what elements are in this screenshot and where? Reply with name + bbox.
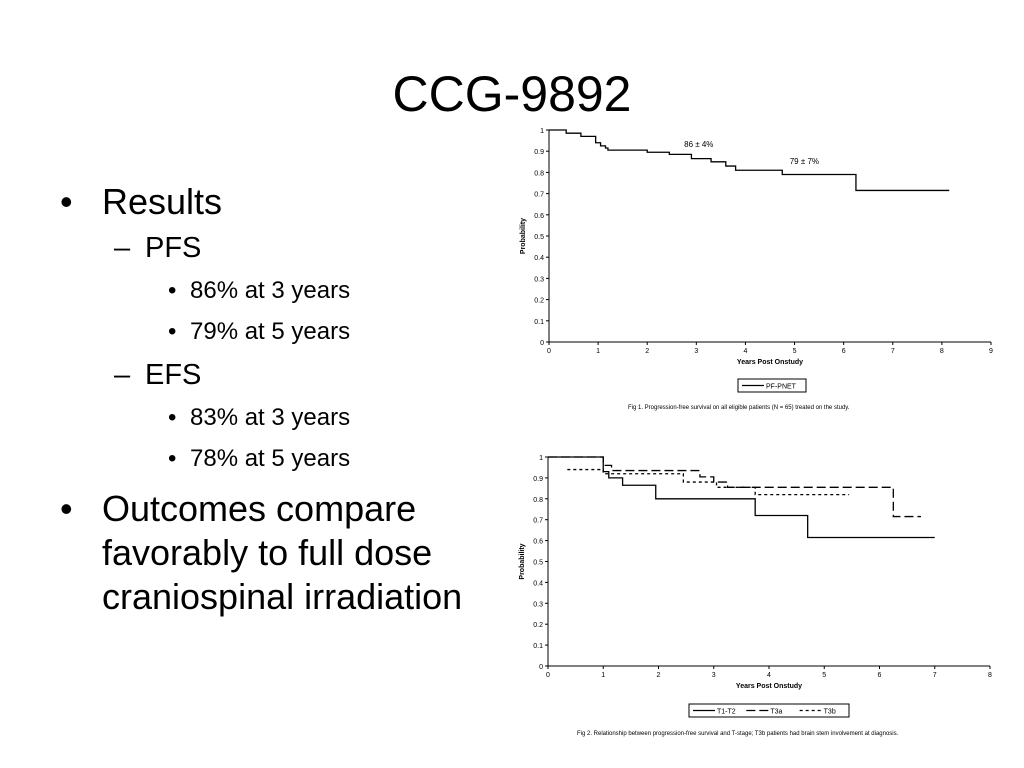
- x-tick-label: 2: [645, 348, 649, 355]
- series-line-pf-pnet: [549, 129, 950, 192]
- y-tick-label: 0.8: [534, 170, 544, 177]
- y-tick-label: 0.2: [533, 622, 543, 629]
- bullet-icon: •: [168, 404, 177, 431]
- figure-caption: Fig 2. Relationship between progression-…: [577, 731, 899, 737]
- outcome-line-1: Outcomes compare: [102, 488, 417, 529]
- legend-label: PF-PNET: [766, 384, 797, 391]
- figure-caption: Fig 1. Progression-free survival on all …: [628, 405, 850, 411]
- legend-box: [688, 703, 850, 718]
- detail-pfs-3-text: 86% at 3 years: [190, 277, 351, 304]
- y-tick-label: 0.1: [534, 319, 544, 326]
- y-tick-label: 0.1: [533, 643, 543, 650]
- legend-label: T3b: [824, 709, 836, 716]
- x-tick-label: 7: [933, 672, 937, 679]
- y-tick-label: 1: [540, 128, 544, 135]
- y-axis-label: Probability: [520, 218, 527, 254]
- x-tick-label: 5: [822, 672, 826, 679]
- detail-pfs-3: • 86% at 3 years: [60, 275, 510, 307]
- detail-efs-3-text: 83% at 3 years: [190, 404, 351, 431]
- annotation: 79 ± 7%: [790, 157, 819, 166]
- y-axis-label: Probability: [519, 543, 526, 579]
- chart-1: 0 0.1 0.2 0.3 0.4 0.5 0.6 0.7 0.8 0.9 1 0 1 2 3 4 5 6 7 8 9 Y…: [520, 128, 993, 411]
- x-tick-label: 3: [712, 672, 716, 679]
- subbullet-efs-text: EFS: [145, 359, 202, 391]
- slide-title: CCG-9892: [392, 66, 632, 122]
- x-tick-label: 1: [596, 348, 600, 355]
- y-tick-label: 0.3: [533, 601, 543, 608]
- y-tick-label: 0.6: [534, 213, 544, 220]
- legend-label: T1-T2: [717, 709, 736, 716]
- outcome-line-3: craniospinal irradiation: [102, 576, 463, 617]
- bullet-icon: •: [60, 181, 73, 222]
- chart-2: 0 0.1 0.2 0.3 0.4 0.5 0.6 0.7 0.8 0.9 1 0 1 2 3 4 5 6 7 8 Ye…: [519, 455, 992, 737]
- x-tick-label: 4: [743, 348, 747, 355]
- y-tick-label: 0.5: [534, 234, 544, 241]
- x-tick-label: 3: [694, 348, 698, 355]
- series-line-t3a: [548, 456, 921, 518]
- legend-label: T3a: [770, 709, 782, 716]
- y-tick-label: 0: [540, 340, 544, 347]
- y-tick-label: 1: [539, 455, 543, 462]
- y-tick-label: 0.9: [533, 476, 543, 483]
- x-axis-label: Years Post Onstudy: [737, 359, 803, 366]
- y-tick-label: 0.8: [533, 497, 543, 504]
- x-tick-label: 8: [988, 672, 992, 679]
- bullet-icon: •: [168, 318, 177, 345]
- y-tick-label: 0: [539, 664, 543, 671]
- detail-pfs-5: • 79% at 5 years: [60, 316, 510, 348]
- outcome-line-2: favorably to full dose: [102, 532, 433, 573]
- dash-icon: –: [114, 359, 131, 391]
- y-tick-label: 0.4: [533, 580, 543, 587]
- x-tick-label: 6: [842, 348, 846, 355]
- detail-efs-5-text: 78% at 5 years: [190, 445, 351, 472]
- legend-box: [737, 378, 807, 393]
- y-tick-label: 0.4: [534, 255, 544, 262]
- x-tick-label: 8: [940, 348, 944, 355]
- y-tick-label: 0.7: [534, 192, 544, 199]
- y-tick-label: 0.6: [533, 539, 543, 546]
- y-tick-label: 0.2: [534, 298, 544, 305]
- detail-efs-5: • 78% at 5 years: [60, 443, 510, 475]
- x-tick-label: 2: [657, 672, 661, 679]
- bullet-results: • Results: [60, 180, 510, 224]
- x-axis-label: Years Post Onstudy: [736, 683, 802, 690]
- detail-pfs-5-text: 79% at 5 years: [190, 318, 351, 345]
- x-tick-label: 7: [891, 348, 895, 355]
- series-line-t1-t2: [548, 456, 935, 539]
- bullet-results-text: Results: [102, 181, 223, 222]
- x-tick-label: 1: [601, 672, 605, 679]
- y-tick-label: 0.3: [534, 276, 544, 283]
- bullet-list: • Results – PFS • 86% at 3 years • 79% a…: [60, 180, 510, 625]
- detail-efs-3: • 83% at 3 years: [60, 402, 510, 434]
- y-tick-label: 0.9: [534, 149, 544, 156]
- y-tick-label: 0.7: [533, 518, 543, 525]
- dash-icon: –: [114, 232, 131, 264]
- bullet-outcomes: • Outcomes compare favorably to full dos…: [60, 487, 510, 619]
- x-tick-label: 6: [878, 672, 882, 679]
- series-line-t3b: [567, 468, 850, 496]
- x-tick-label: 9: [989, 348, 993, 355]
- subbullet-pfs-text: PFS: [145, 232, 202, 264]
- y-tick-label: 0.5: [533, 560, 543, 567]
- x-tick-label: 0: [546, 672, 550, 679]
- x-tick-label: 5: [793, 348, 797, 355]
- bullet-icon: •: [168, 445, 177, 472]
- bullet-icon: •: [168, 277, 177, 304]
- annotation: 86 ± 4%: [684, 140, 713, 149]
- subbullet-pfs: – PFS: [60, 230, 510, 266]
- x-tick-label: 4: [767, 672, 771, 679]
- x-tick-label: 0: [547, 348, 551, 355]
- bullet-icon: •: [60, 488, 73, 529]
- subbullet-efs: – EFS: [60, 357, 510, 393]
